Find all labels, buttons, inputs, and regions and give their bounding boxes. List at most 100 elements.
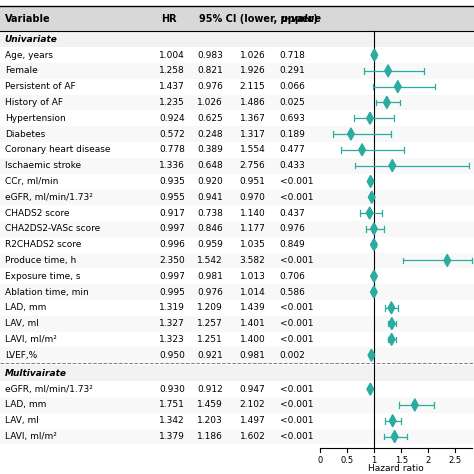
Text: 1.367: 1.367 (239, 114, 265, 123)
Text: 2.5: 2.5 (449, 456, 462, 465)
Bar (0, 284, 474, 300)
Text: 1.554: 1.554 (240, 146, 265, 155)
Polygon shape (347, 128, 354, 140)
Polygon shape (371, 286, 377, 298)
Text: 0.025: 0.025 (280, 98, 305, 107)
Text: 1.317: 1.317 (239, 129, 265, 138)
Text: 1: 1 (372, 456, 377, 465)
Text: 0.002: 0.002 (280, 351, 305, 360)
Text: 0.921: 0.921 (197, 351, 223, 360)
Text: 0.951: 0.951 (239, 177, 265, 186)
Text: 0.997: 0.997 (159, 224, 185, 233)
Polygon shape (444, 255, 451, 266)
Text: 1.323: 1.323 (159, 335, 185, 344)
Text: 0.821: 0.821 (197, 66, 223, 75)
Bar (0, 31, 474, 47)
Bar (0, 173, 474, 189)
Text: 0.066: 0.066 (280, 82, 306, 91)
Text: 95% CI (lower, upper): 95% CI (lower, upper) (199, 14, 318, 24)
Text: <0.001: <0.001 (280, 319, 313, 328)
Text: 0.959: 0.959 (197, 240, 223, 249)
Text: <0.001: <0.001 (280, 335, 313, 344)
Text: 1.336: 1.336 (159, 161, 185, 170)
Text: 0.981: 0.981 (239, 351, 265, 360)
Text: 1.035: 1.035 (239, 240, 265, 249)
Text: Multivairate: Multivairate (5, 369, 67, 378)
Polygon shape (367, 175, 374, 187)
Bar (0, 47, 474, 63)
Text: 0.586: 0.586 (280, 288, 306, 297)
Text: 1.258: 1.258 (159, 66, 185, 75)
Text: LAV, ml: LAV, ml (5, 319, 38, 328)
Text: 0.976: 0.976 (197, 82, 223, 91)
Text: 1.542: 1.542 (197, 256, 223, 265)
Bar (0, 205, 474, 221)
Text: History of AF: History of AF (5, 98, 63, 107)
Text: <0.001: <0.001 (280, 416, 313, 425)
Bar (0, 158, 474, 173)
Polygon shape (394, 81, 401, 92)
Text: 1.004: 1.004 (159, 51, 185, 60)
Polygon shape (389, 318, 395, 329)
Polygon shape (385, 65, 392, 77)
Text: 0.572: 0.572 (159, 129, 185, 138)
Text: 0.477: 0.477 (280, 146, 305, 155)
Bar (0, 63, 474, 79)
Text: 1.497: 1.497 (240, 416, 265, 425)
Text: 2.115: 2.115 (240, 82, 265, 91)
Text: 0.248: 0.248 (197, 129, 223, 138)
Bar (0, 142, 474, 158)
Text: 0.778: 0.778 (159, 146, 185, 155)
Text: 3.582: 3.582 (240, 256, 265, 265)
Text: 1.026: 1.026 (197, 98, 223, 107)
Polygon shape (371, 238, 377, 251)
Text: 0.917: 0.917 (159, 209, 185, 218)
Text: 0.693: 0.693 (280, 114, 306, 123)
Text: 1.327: 1.327 (159, 319, 185, 328)
Text: 1.751: 1.751 (159, 401, 185, 410)
Text: 0.935: 0.935 (159, 177, 185, 186)
Text: p-value: p-value (280, 14, 320, 24)
Text: 1.186: 1.186 (197, 432, 223, 441)
Text: 1.014: 1.014 (240, 288, 265, 297)
Text: 1.379: 1.379 (159, 432, 185, 441)
Bar (0, 331, 474, 347)
Text: 2.350: 2.350 (159, 256, 185, 265)
Text: <0.001: <0.001 (280, 177, 313, 186)
Text: 0: 0 (317, 456, 323, 465)
Text: 1.013: 1.013 (239, 272, 265, 281)
Text: 0.433: 0.433 (280, 161, 305, 170)
Text: Persistent of AF: Persistent of AF (5, 82, 75, 91)
Text: 1.140: 1.140 (240, 209, 265, 218)
Polygon shape (367, 112, 374, 124)
Text: 0.706: 0.706 (280, 272, 306, 281)
Text: 0.625: 0.625 (197, 114, 223, 123)
Text: Produce time, h: Produce time, h (5, 256, 76, 265)
Text: 0.995: 0.995 (159, 288, 185, 297)
Text: 0.955: 0.955 (159, 193, 185, 202)
Text: R2CHADS2 score: R2CHADS2 score (5, 240, 81, 249)
Polygon shape (388, 333, 395, 346)
Bar (0, 94, 474, 110)
Text: <0.001: <0.001 (280, 193, 313, 202)
Text: 1.459: 1.459 (197, 401, 223, 410)
Text: <0.001: <0.001 (280, 401, 313, 410)
Text: <0.001: <0.001 (280, 385, 313, 394)
Text: Age, years: Age, years (5, 51, 53, 60)
Text: 0.738: 0.738 (197, 209, 223, 218)
Bar (0, 347, 474, 363)
Bar (0, 189, 474, 205)
Text: Ischaemic stroke: Ischaemic stroke (5, 161, 81, 170)
Text: Exposure time, s: Exposure time, s (5, 272, 80, 281)
Text: Coronary heart disease: Coronary heart disease (5, 146, 110, 155)
Text: 0.950: 0.950 (159, 351, 185, 360)
Text: 1.437: 1.437 (159, 82, 185, 91)
Text: LAV, ml: LAV, ml (5, 416, 38, 425)
Text: 1.319: 1.319 (159, 303, 185, 312)
Text: 1.235: 1.235 (159, 98, 185, 107)
Bar (0, 237, 474, 253)
Text: 1.602: 1.602 (240, 432, 265, 441)
Text: 1.026: 1.026 (240, 51, 265, 60)
Text: 1.926: 1.926 (240, 66, 265, 75)
Text: <0.001: <0.001 (280, 432, 313, 441)
